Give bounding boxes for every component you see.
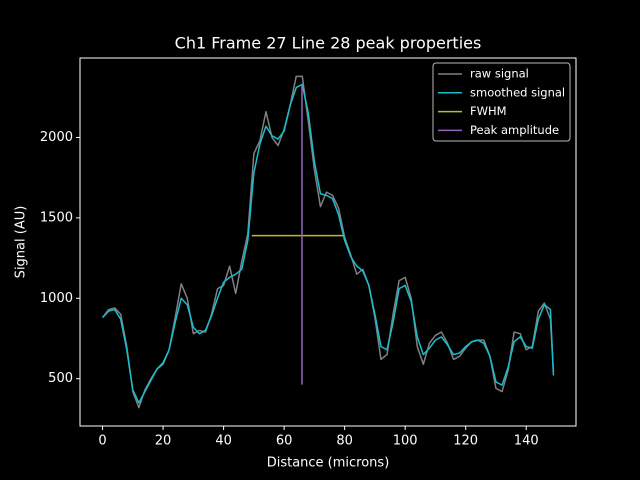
x-tick-label: 120	[453, 434, 478, 449]
x-tick-label: 0	[98, 434, 106, 449]
y-tick-label: 500	[48, 371, 73, 386]
series-line	[101, 75, 555, 409]
legend-label: raw signal	[470, 67, 529, 81]
series-line	[101, 83, 555, 404]
legend-label: smoothed signal	[470, 85, 565, 99]
x-axis-label: Distance (microns)	[267, 456, 390, 471]
chart-title: Ch1 Frame 27 Line 28 peak properties	[175, 34, 482, 53]
x-tick-label: 40	[215, 434, 232, 449]
x-tick-label: 140	[514, 434, 539, 449]
x-tick-label: 20	[155, 434, 172, 449]
y-axis-label: Signal (AU)	[14, 206, 29, 279]
legend-box	[432, 62, 571, 142]
legend-label: Peak amplitude	[470, 123, 559, 137]
y-tick-label: 1500	[40, 210, 73, 225]
legend-label: FWHM	[470, 104, 507, 118]
x-tick-label: 100	[393, 434, 418, 449]
y-tick-label: 1000	[40, 291, 73, 306]
x-tick-label: 80	[336, 434, 353, 449]
y-tick-label: 2000	[40, 130, 73, 145]
x-tick-label: 60	[276, 434, 293, 449]
plot-frame	[79, 57, 577, 427]
